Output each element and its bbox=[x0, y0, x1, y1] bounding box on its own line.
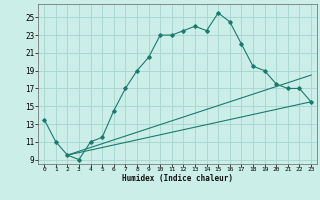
X-axis label: Humidex (Indice chaleur): Humidex (Indice chaleur) bbox=[122, 174, 233, 183]
